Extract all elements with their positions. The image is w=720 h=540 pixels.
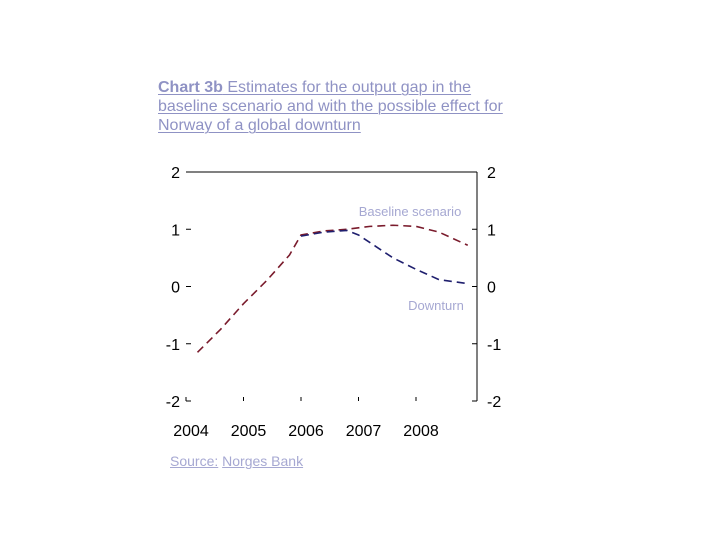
series-line-baseline-scenario [196,224,469,353]
y-tick-label-left: 0 [171,280,180,297]
series-label-baseline-scenario: Baseline scenario [359,204,462,219]
y-tick-label-left: 1 [171,222,180,239]
chart-title-prefix: Chart 3b [158,79,223,96]
series-line-downturn [300,229,468,285]
source-note: Source: Norges Bank [170,453,303,469]
y-tick-label-right: -2 [487,394,501,411]
y-tick-label-left: -1 [166,337,180,354]
x-tick-label: 2006 [288,423,324,440]
y-tick-label-left: 2 [171,165,180,182]
y-tick-label-right: 0 [487,280,496,297]
series-layer [196,224,469,353]
chart-title-text: Estimates for the output gap in the base… [158,79,503,134]
source-name: Norges Bank [222,453,304,469]
y-tick-label-left: -2 [166,394,180,411]
chart-title: Chart 3b Estimates for the output gap in… [158,78,518,135]
x-tick-label: 2005 [231,423,267,440]
x-tick-label: 2004 [173,423,209,440]
y-tick-label-right: -1 [487,337,501,354]
x-tick-label: 2007 [346,423,382,440]
series-label-downturn: Downturn [408,298,464,313]
source-label: Source: [170,453,219,469]
axes: 2 2 1 1 0 0 -1 -1 -2 -2 2004 2005 2006 2007 2008 [166,165,502,440]
series-labels: Baseline scenario Downturn [359,204,464,313]
x-tick-label: 2008 [403,423,439,440]
y-tick-label-right: 1 [487,222,496,239]
y-tick-label-right: 2 [487,165,496,182]
